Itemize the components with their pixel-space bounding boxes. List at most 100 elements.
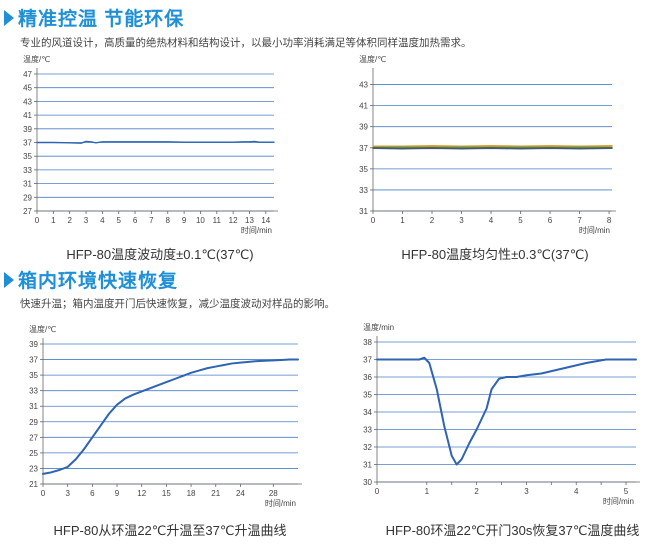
y-axis-label: 温度/℃ (29, 324, 56, 334)
y-tick-label: 27 (23, 207, 32, 216)
x-tick-label: 8 (607, 216, 612, 225)
y-tick-label: 31 (23, 180, 32, 189)
x-axis-label: 时间/min (603, 496, 634, 506)
y-tick-label: 31 (363, 461, 372, 470)
section2-description: 快速升温；箱内温度开门后快速恢复，减少温度波动对样品的影响。 (20, 298, 335, 310)
x-tick-label: 3 (84, 216, 89, 225)
x-tick-label: 15 (162, 489, 171, 498)
series-line (42, 358, 299, 475)
y-tick-label: 25 (29, 449, 38, 458)
x-tick-label: 5 (116, 216, 121, 225)
x-tick-label: 18 (187, 489, 196, 498)
x-tick-label: 6 (133, 216, 138, 225)
x-tick-label: 4 (489, 216, 494, 225)
y-tick-label: 43 (359, 81, 368, 90)
y-tick-label: 23 (29, 464, 38, 473)
y-tick-label: 33 (29, 387, 38, 396)
y-tick-label: 31 (359, 207, 368, 216)
y-tick-label: 45 (23, 84, 32, 93)
x-tick-label: 2 (474, 487, 479, 496)
y-tick-label: 31 (29, 402, 38, 411)
y-tick-label: 21 (29, 480, 38, 489)
x-tick-label: 14 (261, 216, 270, 225)
y-tick-label: 33 (23, 166, 32, 175)
x-tick-label: 6 (90, 489, 95, 498)
x-tick-label: 3 (65, 489, 70, 498)
x-tick-label: 4 (100, 216, 105, 225)
x-tick-label: 0 (35, 216, 40, 225)
y-tick-label: 39 (29, 340, 38, 349)
play-icon (4, 9, 14, 26)
x-axis-label: 时间/min (579, 225, 610, 235)
chart4-caption: HFP-80环温22℃开门30s恢复37℃温度曲线 (385, 523, 640, 538)
x-axis-label: 时间/min (265, 498, 296, 508)
section2-title-text: 箱内环境快速恢复 (18, 271, 179, 292)
x-tick-label: 1 (51, 216, 56, 225)
x-tick-label: 6 (548, 216, 553, 225)
section1-description: 专业的风道设计，高质量的绝热材料和结构设计，以最小功率消耗满足等体积同样温度加热… (20, 37, 472, 49)
x-tick-label: 1 (425, 487, 430, 496)
y-tick-label: 41 (359, 102, 368, 111)
y-tick-label: 47 (23, 70, 32, 79)
x-tick-label: 5 (518, 216, 523, 225)
chart-heating: 温度/℃ 21 23 25 27 29 31 33 35 37 39 0 3 6 9 12 15 18 21 24 28… (29, 324, 302, 508)
chart3-caption: HFP-80从环温22℃升温至37℃升温曲线 (53, 523, 287, 538)
y-tick-label: 33 (359, 186, 368, 195)
y-tick-label: 37 (29, 356, 38, 365)
x-tick-label: 7 (577, 216, 582, 225)
y-tick-label: 33 (363, 426, 372, 435)
y-tick-label: 27 (29, 433, 38, 442)
x-tick-label: 0 (41, 489, 46, 498)
x-tick-label: 12 (229, 216, 238, 225)
y-tick-label: 39 (23, 125, 32, 134)
y-tick-label: 35 (29, 371, 38, 380)
section1-title: 精准控温 节能环保 (4, 4, 184, 31)
section1-title-text: 精准控温 节能环保 (18, 9, 185, 30)
x-tick-label: 8 (166, 216, 171, 225)
x-tick-label: 9 (115, 489, 120, 498)
y-tick-label: 37 (359, 144, 368, 153)
x-tick-label: 5 (624, 487, 629, 496)
x-tick-label: 10 (196, 216, 205, 225)
y-tick-label: 35 (359, 165, 368, 174)
x-tick-label: 21 (211, 489, 220, 498)
y-tick-label: 29 (29, 418, 38, 427)
x-tick-label: 2 (67, 216, 72, 225)
x-tick-label: 24 (236, 489, 245, 498)
y-tick-label: 29 (23, 193, 32, 202)
y-tick-label: 32 (363, 443, 372, 452)
x-tick-label: 0 (371, 216, 376, 225)
x-tick-label: 3 (524, 487, 529, 496)
y-tick-label: 37 (363, 356, 372, 365)
series-line (372, 144, 613, 147)
y-tick-label: 36 (363, 373, 372, 382)
section2-title: 箱内环境快速恢复 (4, 266, 178, 293)
x-tick-label: 1 (400, 216, 405, 225)
x-axis-label: 时间/min (241, 225, 272, 235)
y-tick-label: 43 (23, 97, 32, 106)
y-tick-label: 30 (363, 478, 372, 487)
chart2-caption: HFP-80温度均匀性±0.3℃(37℃) (401, 247, 589, 262)
chart-uniformity: 温度/℃ 31 33 35 37 39 41 43 0 1 2 3 4 5 6 7 8时间/min (359, 54, 616, 235)
series-line (36, 140, 275, 144)
y-tick-label: 35 (363, 391, 372, 400)
x-tick-label: 7 (149, 216, 154, 225)
x-tick-label: 11 (213, 216, 222, 225)
y-tick-label: 37 (23, 139, 32, 148)
y-tick-label: 39 (359, 123, 368, 132)
y-axis-label: 温度/℃ (359, 54, 386, 64)
y-axis-label: 温度/min (363, 322, 394, 332)
play-icon (4, 271, 14, 288)
y-tick-label: 35 (23, 152, 32, 161)
chart1-caption: HFP-80温度波动度±0.1℃(37℃) (66, 247, 254, 262)
series-line (376, 356, 637, 466)
x-tick-label: 12 (137, 489, 146, 498)
x-tick-label: 3 (459, 216, 464, 225)
y-tick-label: 41 (23, 111, 32, 120)
y-tick-label: 34 (363, 408, 372, 417)
x-tick-label: 9 (182, 216, 187, 225)
y-axis-label: 温度/℃ (23, 54, 50, 64)
x-tick-label: 2 (430, 216, 435, 225)
